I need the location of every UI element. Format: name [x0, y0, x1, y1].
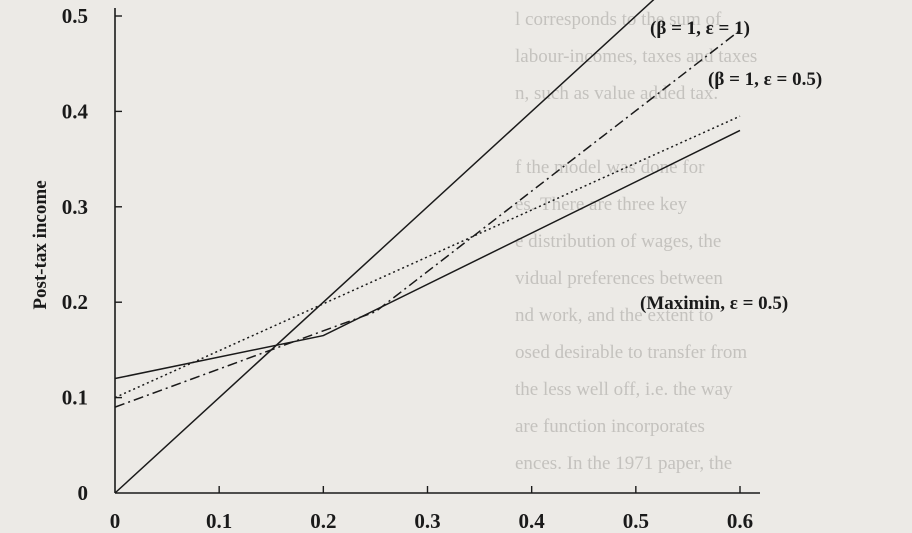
series-line-4 [114, 0, 655, 494]
x-tick-label: 0.6 [727, 509, 753, 533]
y-tick-label: 0.2 [62, 290, 88, 314]
x-tick-label: 0.5 [623, 509, 649, 533]
series-layer [114, 0, 741, 494]
background-text-line: the less well off, i.e. the way [515, 379, 733, 400]
axes: 0 0.1 0.2 0.3 0.4 0.5 0 0.1 0.2 0.3 0.4 0.5 0.6 Post-… [30, 4, 760, 533]
x-tick-label: 0 [110, 509, 121, 533]
x-tick-label: 0.1 [206, 509, 232, 533]
y-axis-label: Post-tax income [30, 180, 51, 309]
background-text-line: n, such as value added tax. [515, 83, 719, 104]
series-line-3 [114, 129, 741, 380]
y-tick-label: 0.1 [62, 386, 88, 410]
series-annotation: (β = 1, ε = 1) [650, 18, 750, 39]
x-tick-label: 0.2 [310, 509, 336, 533]
background-text-line: vidual preferences between [515, 268, 723, 289]
series-line-2 [114, 115, 741, 399]
background-text-line: osed desirable to transfer from [515, 342, 748, 363]
series-annotation: (Maximin, ε = 0.5) [640, 293, 788, 314]
background-text-line: nd work, and the extent to [515, 305, 714, 326]
y-tick-label: 0 [78, 481, 89, 505]
series-annotation: (β = 1, ε = 0.5) [708, 69, 822, 90]
y-tick-label: 0.3 [62, 195, 88, 219]
background-text: l corresponds to the sum of labour-income… [400, 0, 912, 533]
background-text-line: f the model was done for [515, 157, 705, 178]
background-text-line: are function incorporates [515, 416, 705, 437]
y-tick-label: 0.5 [62, 4, 88, 28]
background-text-line: es. There are three key [515, 194, 688, 215]
background-text-line: ences. In the 1971 paper, the [515, 453, 733, 474]
x-tick-label: 0.3 [414, 509, 440, 533]
background-text-line: l corresponds to the sum of [515, 9, 722, 30]
x-tick-label: 0.4 [519, 509, 546, 533]
background-text-line: labour-incomes, taxes and taxes [515, 46, 758, 67]
y-tick-label: 0.4 [62, 99, 89, 123]
background-text-line: e distribution of wages, the [515, 231, 722, 252]
series-line-1 [114, 29, 741, 408]
labels: (β = 1, ε = 1) (β = 1, ε = 0.5) (Maximin, … [640, 18, 822, 314]
